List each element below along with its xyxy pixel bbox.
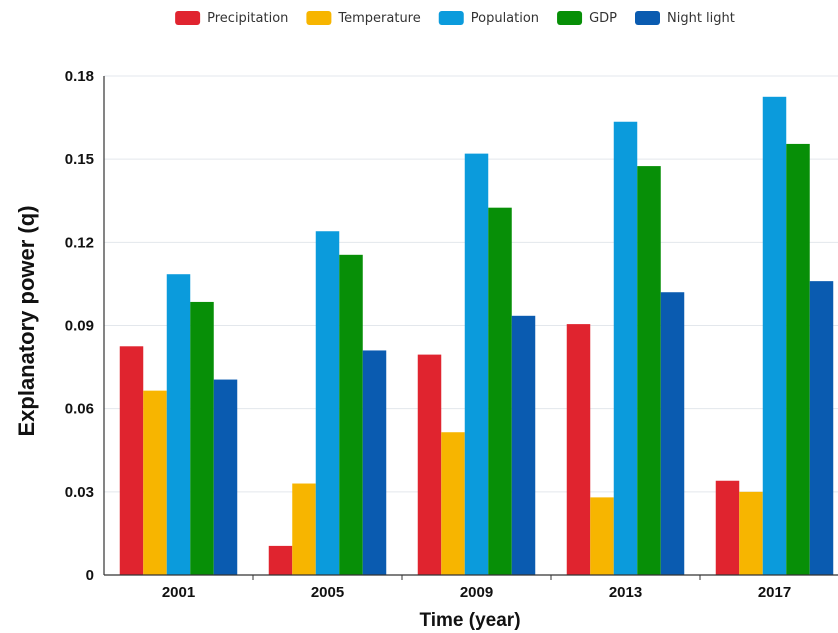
bar-night-light	[362, 350, 387, 575]
bar-gdp	[339, 254, 363, 575]
bar-night-light	[213, 379, 238, 575]
legend-swatch	[175, 11, 201, 25]
bar-gdp	[637, 166, 661, 575]
legend-label: Temperature	[337, 11, 420, 26]
x-tick-label: 2009	[460, 584, 493, 601]
bar-population	[315, 231, 340, 575]
bars	[119, 96, 834, 576]
legend-swatch	[306, 11, 332, 25]
bar-temperature	[441, 432, 465, 575]
bar-night-light	[660, 292, 685, 575]
bar-population	[464, 153, 489, 575]
bar-gdp	[488, 207, 512, 576]
x-tick-label: 2001	[162, 584, 195, 601]
x-axis-title: Time (year)	[419, 610, 520, 631]
bar-population	[762, 96, 787, 576]
x-tick-label: 2013	[609, 584, 642, 601]
bar-gdp	[786, 143, 810, 576]
bar-temperature	[143, 390, 167, 575]
legend: Precipitation Temperature Population GDP Nig…	[175, 11, 735, 26]
legend-label: Night light	[667, 11, 735, 26]
bar-precipitation	[268, 545, 293, 575]
y-tick-label: 0.12	[65, 234, 94, 251]
axes	[103, 76, 838, 576]
y-tick-label: 0.09	[65, 318, 94, 335]
legend-label: Precipitation	[207, 11, 288, 26]
bar-gdp	[190, 301, 214, 575]
x-tick-label: 2005	[311, 584, 344, 601]
bar-night-light	[809, 281, 834, 575]
y-tick-label: 0.18	[65, 68, 94, 85]
bar-precipitation	[715, 480, 740, 575]
y-axis-title: Explanatory power (q)	[14, 205, 39, 436]
legend-swatch	[438, 11, 464, 25]
x-tick-label: 2017	[758, 584, 791, 601]
y-tick-label: 0.06	[65, 401, 94, 418]
y-tick-label: 0.03	[65, 484, 94, 501]
legend-item-precipitation: Precipitation	[175, 11, 288, 26]
bar-precipitation	[417, 354, 442, 575]
bar-population	[166, 274, 191, 575]
x-axis-ticks: 2001 2005 2009 2013 2017	[162, 575, 791, 601]
legend-item-gdp: GDP	[557, 11, 617, 26]
legend-swatch	[557, 11, 583, 25]
bar-night-light	[511, 315, 536, 575]
bar-temperature	[739, 491, 763, 575]
y-axis-ticks: 0 0.03 0.06 0.09 0.12 0.15 0.18	[65, 68, 94, 584]
legend-swatch	[635, 11, 660, 25]
bar-temperature	[292, 483, 316, 575]
bar-temperature	[590, 497, 614, 575]
y-tick-label: 0	[86, 567, 94, 584]
legend-item-temperature: Temperature	[306, 11, 421, 26]
legend-item-night-light: Night light	[635, 11, 735, 26]
y-tick-label: 0.15	[65, 151, 94, 168]
bar-precipitation	[566, 324, 591, 575]
legend-label: Population	[471, 11, 539, 26]
legend-label: GDP	[589, 11, 617, 26]
bar-population	[613, 121, 638, 575]
bar-precipitation	[119, 346, 144, 575]
legend-item-population: Population	[438, 11, 539, 26]
